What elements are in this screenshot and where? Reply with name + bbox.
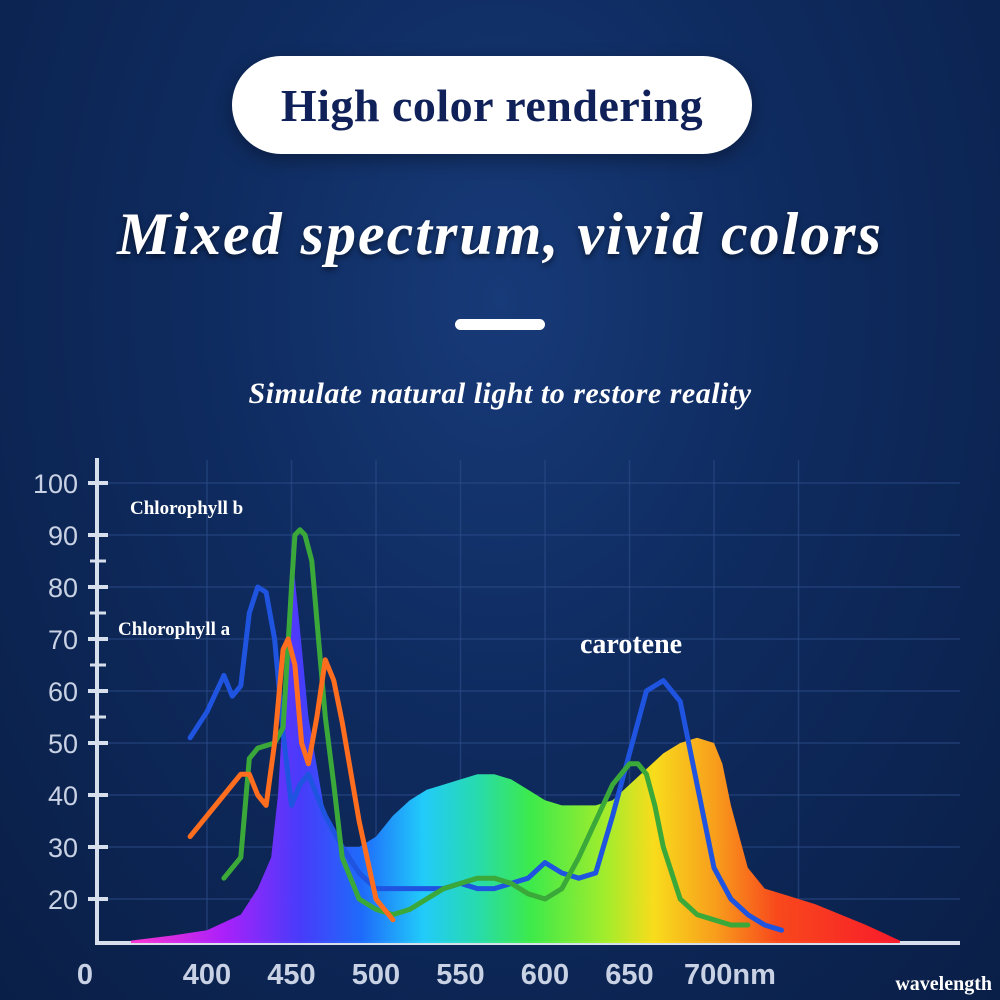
x-tick-label: 450 [267, 959, 315, 991]
y-tick-label: 30 [48, 833, 78, 863]
chlorophyll-b-line [221, 527, 751, 928]
y-tick-label: 90 [48, 521, 78, 551]
chlorophyll-b-label: Chlorophyll b [130, 498, 243, 519]
x-tick-label: 500 [352, 959, 400, 991]
divider [455, 319, 545, 330]
x-tick-label: 700nm [684, 959, 776, 991]
y-tick-label: 80 [48, 573, 78, 603]
x-tick-label: 550 [436, 959, 484, 991]
spectrum-chart: 100 90 80 70 60 50 40 30 20 0 400 450 500 550 600 650 7… [33, 458, 992, 995]
y-tick-labels: 100 90 80 70 60 50 40 30 20 [33, 469, 78, 915]
x-axis-title: wavelength [895, 973, 992, 995]
x-tick-label: 650 [605, 959, 653, 991]
x-tick-labels: 0 400 450 500 550 600 650 700nm wavelength [77, 959, 992, 995]
badge-title: High color rendering [280, 79, 704, 131]
series-annotations: Chlorophyll b Chlorophyll a carotene [118, 498, 682, 660]
y-tick-label: 60 [48, 677, 78, 707]
chlorophyll-a-label: Chlorophyll a [118, 619, 231, 640]
carotene-label: carotene [580, 629, 682, 660]
absorption-lines [187, 527, 785, 933]
y-tick-label: 50 [48, 729, 78, 759]
y-tick-label: 70 [48, 625, 78, 655]
y-tick-label: 100 [33, 469, 78, 499]
headline: Mixed spectrum, vivid colors [117, 201, 883, 267]
y-tick-label: 20 [48, 885, 78, 915]
x-tick-label: 600 [521, 959, 569, 991]
y-tick-label: 40 [48, 781, 78, 811]
title-badge: High color rendering [232, 56, 752, 154]
carotene-line [187, 636, 396, 923]
subheadline: Simulate natural light to restore realit… [248, 377, 752, 410]
x-tick-label: 400 [183, 959, 231, 991]
x-tick-label: 0 [77, 959, 93, 991]
